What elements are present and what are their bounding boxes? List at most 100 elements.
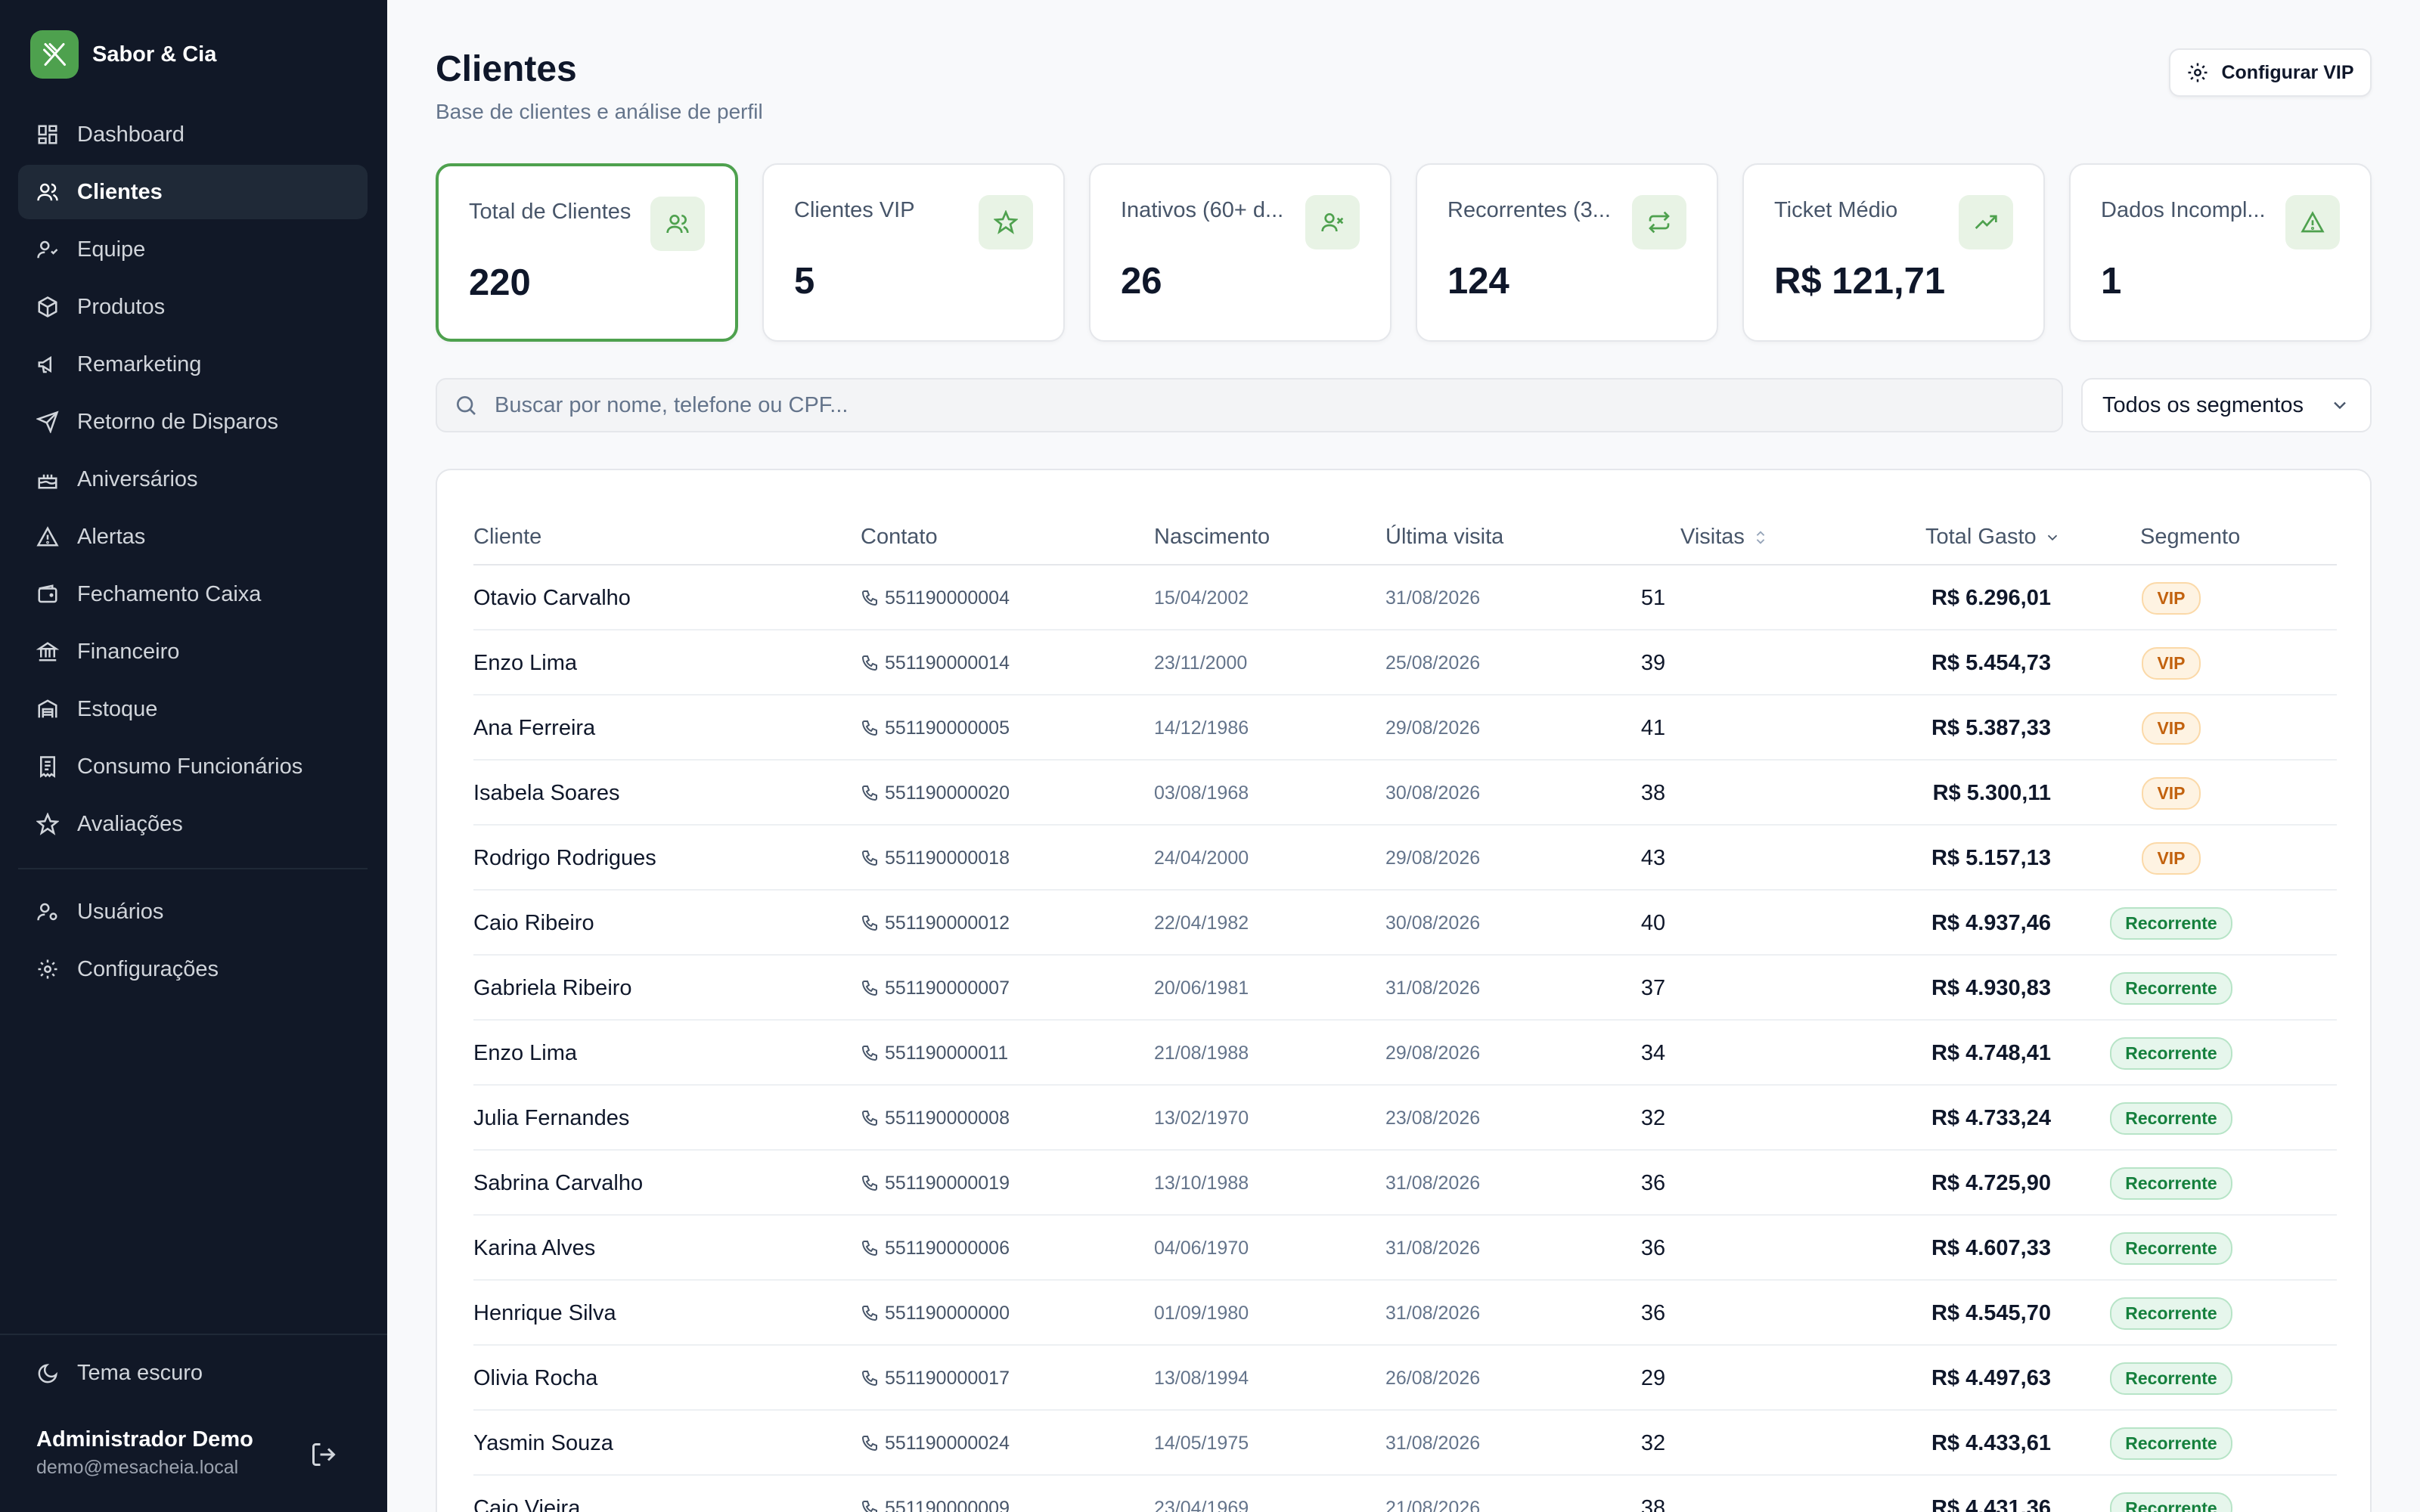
gear-icon [38, 959, 57, 979]
client-contact[interactable]: 551190000020 [861, 761, 1010, 826]
sidebar-item-dashboard[interactable]: Dashboard [18, 107, 368, 162]
table-row[interactable]: Otavio Carvalho 551190000004 15/04/2002 31/… [473, 565, 2337, 631]
chevron-down-icon [2334, 401, 2346, 410]
table-row[interactable]: Henrique Silva 551190000000 01/09/1980 31/0… [473, 1281, 2337, 1346]
column-cliente[interactable]: Cliente [473, 525, 541, 550]
phone-icon [861, 1306, 877, 1321]
configure-vip-button[interactable]: Configurar VIP [2169, 48, 2372, 97]
client-birth-date: 03/08/1968 [1154, 782, 1249, 804]
table-row[interactable]: Isabela Soares 551190000020 03/08/1968 30/0… [473, 761, 2337, 826]
card-recorrentes[interactable]: Recorrentes (3... 124 [1416, 163, 1718, 342]
table-row[interactable]: Gabriela Ribeiro 551190000007 20/06/1981 31… [473, 956, 2337, 1021]
client-visits: 38 [1640, 780, 1666, 805]
phone-icon [861, 1436, 877, 1452]
table-row[interactable]: Olivia Rocha 551190000017 13/08/1994 26/08/… [473, 1346, 2337, 1411]
client-birth-date: 15/04/2002 [1154, 587, 1249, 609]
sidebar-item-financeiro[interactable]: Financeiro [18, 624, 368, 679]
table-row[interactable]: Enzo Lima 551190000014 23/11/2000 25/08/202… [473, 631, 2337, 696]
client-segment: VIP [2077, 565, 2266, 631]
sidebar-item-produtos[interactable]: Produtos [18, 280, 368, 334]
bank-icon [36, 642, 59, 662]
phone-icon [861, 655, 877, 671]
client-last-visit: 31/08/2026 [1385, 587, 1481, 609]
sidebar-item-consumo-funcionarios[interactable]: Consumo Funcionários [18, 739, 368, 794]
segment-badge-vip: VIP [2142, 646, 2201, 680]
sidebar-item-remarketing[interactable]: Remarketing [18, 337, 368, 392]
sidebar-item-avaliacoes[interactable]: Avaliações [18, 797, 368, 851]
search-bar[interactable] [436, 378, 2063, 432]
table-row[interactable]: Ana Ferreira 551190000005 14/12/1986 29/08/… [473, 696, 2337, 761]
card-label: Total de Clientes [469, 200, 631, 224]
table-row[interactable]: Yasmin Souza 551190000024 14/05/1975 31/08/… [473, 1411, 2337, 1476]
column-label: Última visita [1385, 525, 1504, 549]
client-contact[interactable]: 551190000000 [861, 1281, 1010, 1346]
card-inativos[interactable]: Inativos (60+ d... 26 [1089, 163, 1392, 342]
sidebar-item-estoque[interactable]: Estoque [18, 682, 368, 736]
sidebar-item-usuarios[interactable]: Usuários [18, 885, 368, 939]
sidebar-item-clientes[interactable]: Clientes [18, 165, 368, 219]
client-birth-date: 14/05/1975 [1154, 1432, 1249, 1454]
client-contact[interactable]: 551190000024 [861, 1411, 1010, 1476]
client-contact[interactable]: 551190000012 [861, 891, 1010, 956]
search-icon [457, 396, 476, 415]
client-total-spent: R$ 4.545,70 [1931, 1300, 2051, 1325]
phone-icon [861, 1241, 877, 1256]
client-contact[interactable]: 551190000005 [861, 696, 1010, 761]
client-contact[interactable]: 551190000006 [861, 1216, 1010, 1281]
client-name: Isabela Soares [473, 780, 620, 805]
client-contact[interactable]: 551190000017 [861, 1346, 1010, 1411]
card-total-clientes[interactable]: Total de Clientes 220 [436, 163, 738, 342]
client-name: Enzo Lima [473, 650, 578, 675]
sidebar-item-label: Financeiro [77, 639, 180, 664]
column-segmento[interactable]: Segmento [2140, 525, 2240, 550]
column-total-gasto[interactable]: Total Gasto [1925, 525, 2061, 550]
sidebar-item-alertas[interactable]: Alertas [18, 510, 368, 564]
client-contact[interactable]: 551190000004 [861, 565, 1010, 631]
client-phone: 551190000007 [885, 977, 1010, 999]
client-contact[interactable]: 551190000008 [861, 1086, 1010, 1151]
brand[interactable]: Sabor & Cia [30, 30, 216, 79]
table-row[interactable]: Karina Alves 551190000006 04/06/1970 31/08/… [473, 1216, 2337, 1281]
table-row[interactable]: Rodrigo Rodrigues 551190000018 24/04/2000 2… [473, 826, 2337, 891]
client-contact[interactable]: 551190000007 [861, 956, 1010, 1021]
card-ticket-medio[interactable]: Ticket Médio R$ 121,71 [1742, 163, 2045, 342]
client-segment: Recorrente [2077, 1151, 2266, 1216]
user-email: demo@mesacheia.local [36, 1457, 239, 1478]
client-birth-date: 04/06/1970 [1154, 1237, 1249, 1259]
sidebar-item-label: Clientes [77, 179, 163, 204]
sidebar-item-aniversarios[interactable]: Aniversários [18, 452, 368, 507]
table-row[interactable]: Enzo Lima 551190000011 21/08/1988 29/08/202… [473, 1021, 2337, 1086]
column-visitas[interactable]: Visitas [1680, 525, 1769, 550]
client-contact[interactable]: 551190000009 [861, 1476, 1010, 1512]
column-ultima-visita[interactable]: Última visita [1385, 525, 1503, 550]
sidebar-item-fechamento-caixa[interactable]: Fechamento Caixa [18, 567, 368, 621]
card-value: 26 [1121, 261, 1162, 302]
column-nascimento[interactable]: Nascimento [1154, 525, 1270, 550]
search-input[interactable] [495, 392, 2007, 418]
sidebar-item-configuracoes[interactable]: Configurações [18, 942, 368, 996]
dashboard-icon [38, 125, 57, 144]
client-contact[interactable]: 551190000018 [861, 826, 1010, 891]
table-row[interactable]: Julia Fernandes 551190000008 13/02/1970 23/… [473, 1086, 2337, 1151]
card-clientes-vip[interactable]: Clientes VIP 5 [762, 163, 1065, 342]
logout-icon[interactable] [310, 1441, 337, 1468]
table-row[interactable]: Caio Ribeiro 551190000012 22/04/1982 30/08/… [473, 891, 2337, 956]
client-total-spent: R$ 5.387,33 [1931, 715, 2051, 740]
table-row[interactable]: Caio Vieira 551190000009 23/04/1969 21/08/2… [473, 1476, 2337, 1512]
column-contato[interactable]: Contato [861, 525, 938, 550]
segment-filter-select[interactable]: Todos os segmentos [2081, 378, 2372, 432]
chevron-down-icon [2047, 534, 2057, 541]
client-contact[interactable]: 551190000019 [861, 1151, 1010, 1216]
client-last-visit: 25/08/2026 [1385, 652, 1481, 674]
column-label: Segmento [2140, 525, 2241, 549]
client-contact[interactable]: 551190000014 [861, 631, 1010, 696]
theme-toggle[interactable]: Tema escuro [36, 1361, 203, 1386]
sidebar-item-equipe[interactable]: Equipe [18, 222, 368, 277]
segment-badge-recorrente: Recorrente [2110, 971, 2232, 1005]
table-row[interactable]: Sabrina Carvalho 551190000019 13/10/1988 31… [473, 1151, 2337, 1216]
sidebar-item-retorno-disparos[interactable]: Retorno de Disparos [18, 395, 368, 449]
brand-name: Sabor & Cia [92, 42, 217, 67]
segment-badge-recorrente: Recorrente [2110, 1362, 2232, 1395]
card-dados-incompletos[interactable]: Dados Incompl... 1 [2069, 163, 2372, 342]
client-contact[interactable]: 551190000011 [861, 1021, 1008, 1086]
